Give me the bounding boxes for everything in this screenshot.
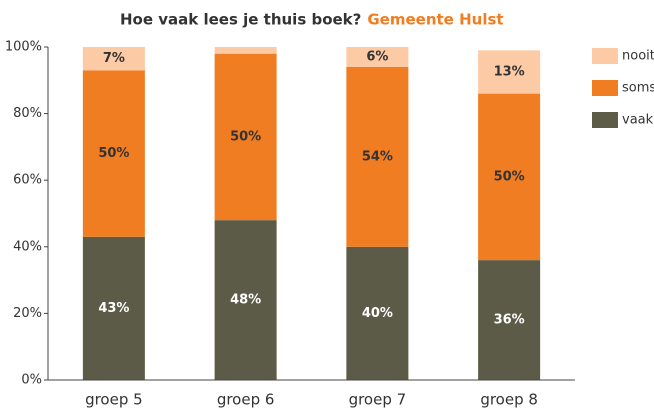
data-label: 36% [494, 313, 525, 328]
data-label: 7% [103, 51, 125, 66]
bar-segment [346, 66, 409, 247]
legend-label: soms [622, 81, 654, 96]
bar-segment [214, 220, 277, 380]
y-tick-label: 100% [5, 40, 42, 55]
bar-segment [82, 236, 145, 380]
data-label: 43% [98, 301, 129, 316]
x-tick-label: groep 6 [217, 391, 275, 409]
x-tick-label: groep 8 [480, 391, 538, 409]
bar-segment [478, 50, 541, 94]
data-label: 48% [230, 293, 261, 308]
y-tick-label: 20% [13, 306, 42, 321]
bar-segment [214, 47, 277, 54]
data-label: 50% [98, 146, 129, 161]
bar-segment [82, 70, 145, 237]
x-tick-label: groep 5 [85, 391, 143, 409]
data-label: 6% [366, 49, 388, 64]
y-tick-label: 0% [21, 373, 42, 388]
bar-segment [214, 53, 277, 221]
legend-label: vaak [622, 113, 654, 128]
bar-segment [82, 47, 145, 71]
bar-segment [478, 260, 541, 380]
data-label: 54% [362, 149, 393, 164]
legend-swatch [592, 48, 618, 64]
legend-label: nooit [622, 49, 654, 64]
data-label: 50% [494, 169, 525, 184]
legend-swatch [592, 112, 618, 128]
chart-subtitle: Gemeente Hulst [367, 11, 503, 29]
y-tick-label: 60% [13, 173, 42, 188]
data-label: 40% [362, 306, 393, 321]
chart-title: Hoe vaak lees je thuis boek? [120, 11, 361, 29]
data-label: 50% [230, 129, 261, 144]
bar-segment [478, 93, 541, 261]
data-label: 13% [494, 64, 525, 79]
legend-swatch [592, 80, 618, 96]
bar-segment [346, 246, 409, 380]
y-tick-label: 80% [13, 106, 42, 121]
y-tick-label: 40% [13, 239, 42, 254]
bar-segment [346, 47, 409, 67]
x-tick-label: groep 7 [349, 391, 407, 409]
